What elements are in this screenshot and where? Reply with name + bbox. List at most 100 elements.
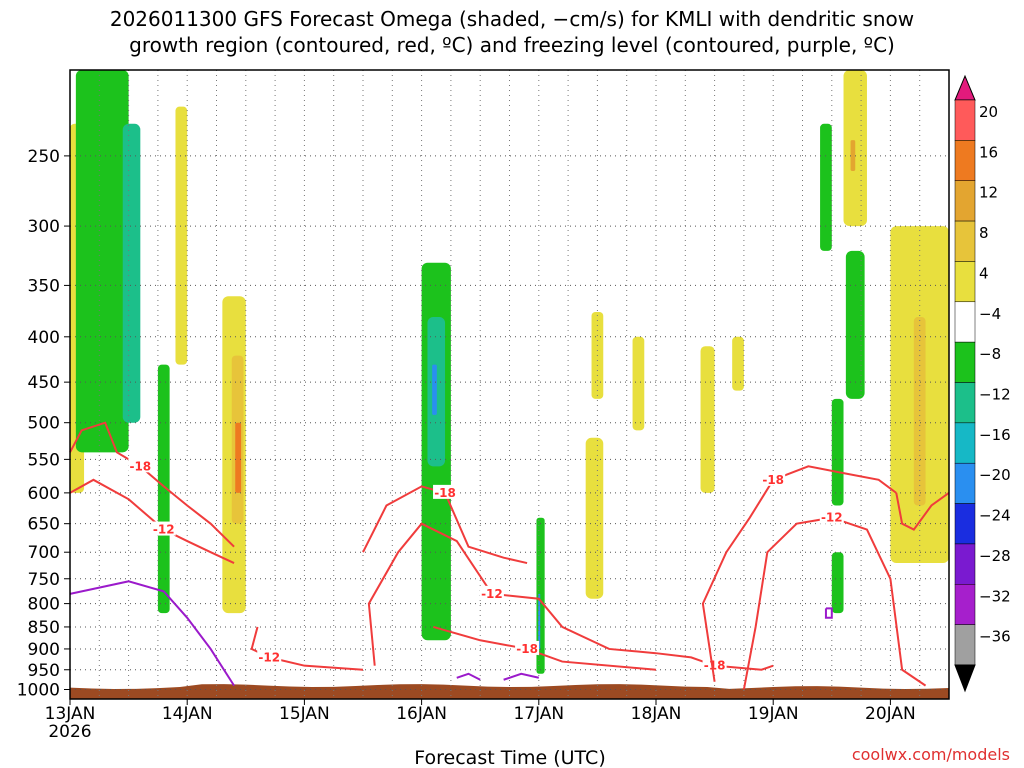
- chart-title-line-2: growth region (contoured, red, ºC) and f…: [129, 33, 895, 57]
- dgz-contour-line: [367, 522, 657, 666]
- contour-label-bg: [151, 521, 176, 536]
- colorbar-label: −8: [979, 345, 1001, 363]
- contour-label: -12: [481, 587, 503, 601]
- contour-label: -18: [129, 459, 151, 473]
- plot-area: -18 -12 -12 -18 -12 -18 -18 -18 -12 250 300 350 400 4…: [17, 69, 950, 742]
- freezing-level-contour: [503, 672, 540, 681]
- chart-title-line-1: 2026011300 GFS Forecast Omega (shaded, −…: [110, 7, 914, 31]
- colorbar-label: 12: [979, 184, 998, 202]
- dgz-contour-line: [895, 492, 950, 531]
- colorbar-swatch: [954, 261, 976, 303]
- x-tick-label: 18JAN: [631, 704, 682, 724]
- contour-label-bg: [257, 649, 282, 664]
- freezing-level-contour: [824, 607, 833, 619]
- colorbar-label: −28: [979, 547, 1011, 565]
- omega-shade-cell: [913, 317, 926, 506]
- y-tick-label: 350: [28, 276, 60, 296]
- plot-background: [70, 70, 949, 699]
- contour-label: -12: [258, 650, 280, 664]
- contour-label: -18: [516, 642, 538, 656]
- colorbar-swatch: [954, 220, 976, 262]
- colorbar-swatch: [954, 584, 976, 625]
- colorbar-swatch: [954, 422, 976, 464]
- y-tick-label: 600: [28, 484, 60, 504]
- y-tick-label: 800: [28, 595, 60, 615]
- colorbar-bottom-arrow: [954, 664, 976, 693]
- y-tick-label: 750: [28, 570, 60, 590]
- contour-label: -18: [704, 659, 726, 673]
- y-tick-label: 300: [28, 217, 60, 237]
- colorbar-swatch: [954, 301, 976, 343]
- contour-label-bg: [479, 585, 504, 600]
- colorbar-label: −20: [979, 466, 1011, 484]
- omega-shade-cell: [820, 123, 832, 251]
- colorbar-label: −4: [979, 305, 1001, 323]
- contour-label: -18: [762, 473, 784, 487]
- colorbar-swatch: [954, 543, 976, 585]
- x-tick-year-label: 2026: [48, 722, 91, 742]
- colorbar-top-arrow: [954, 74, 976, 101]
- colorbar-swatch: [954, 140, 976, 181]
- omega-shade-cell: [235, 422, 242, 493]
- x-tick-label: 17JAN: [513, 704, 564, 724]
- omega-shade-cell: [845, 250, 865, 399]
- omega-shade-cell: [831, 552, 844, 614]
- omega-shade-cell: [122, 123, 141, 423]
- contour-label: -12: [821, 511, 843, 525]
- colorbar-label: 16: [979, 143, 998, 161]
- colorbar-swatch: [954, 99, 976, 141]
- x-tick-label: 20JAN: [865, 704, 916, 724]
- y-tick-label: 900: [28, 640, 60, 660]
- colorbar-swatch: [954, 503, 976, 545]
- omega-shade-cell: [632, 336, 645, 431]
- omega-shade-cell: [292, 250, 299, 318]
- credit-text: coolwx.com/models: [852, 745, 1010, 764]
- contour-label-bg: [433, 484, 458, 499]
- colorbar-label: −36: [979, 628, 1011, 646]
- x-tick-label: 16JAN: [396, 704, 447, 724]
- contour-label-bg: [128, 458, 153, 473]
- contour-label: -12: [153, 523, 175, 537]
- colorbar-swatch: [954, 462, 976, 504]
- x-tick-label: 14JAN: [162, 704, 213, 724]
- colorbar-label: −24: [979, 507, 1011, 525]
- omega-shade-cell: [432, 364, 437, 415]
- colorbar-swatch: [954, 341, 976, 383]
- y-tick-label: 700: [28, 543, 60, 563]
- terrain-surface: [70, 684, 949, 699]
- colorbar-label: 20: [979, 103, 998, 121]
- colorbar-swatch: [954, 180, 976, 222]
- colorbar-label: 8: [979, 224, 989, 242]
- contour-label: -18: [434, 486, 456, 500]
- freezing-level-contour: [456, 672, 481, 681]
- omega-shade-cell: [175, 106, 188, 365]
- omega-shade-cell: [157, 364, 170, 614]
- colorbar-label: 4: [979, 264, 989, 282]
- omega-shade-cell: [585, 437, 604, 599]
- omega-shade-cell: [75, 70, 129, 453]
- omega-shade-cell: [850, 140, 856, 171]
- contour-label-bg: [515, 640, 540, 655]
- plot-border: [69, 69, 950, 700]
- y-tick-label: 650: [28, 515, 60, 535]
- y-tick-label: 850: [28, 618, 60, 638]
- freezing-level-contour: [69, 580, 235, 687]
- contour-label-bg: [761, 471, 786, 486]
- omega-shade-cell: [732, 336, 744, 391]
- contour-label-bg: [702, 657, 727, 672]
- omega-shade-cell: [831, 398, 844, 506]
- x-tick-label: 13JAN: [45, 704, 96, 724]
- contour-label-bg: [819, 509, 844, 524]
- x-axis-label: Forecast Time (UTC): [414, 747, 605, 768]
- y-tick-label: 500: [28, 414, 60, 434]
- x-tick-label: 15JAN: [279, 704, 330, 724]
- colorbar-swatch: [954, 382, 976, 424]
- colorbar-label: −16: [979, 426, 1011, 444]
- x-tick-label: 19JAN: [748, 704, 799, 724]
- y-tick-label: 450: [28, 373, 60, 393]
- colorbar-swatch: [954, 624, 976, 666]
- y-tick-label: 1000: [17, 680, 60, 700]
- y-tick-label: 400: [28, 328, 60, 348]
- colorbar: 20 16 12 8 4 −4 −8 −12 −16 −20 −24 −28 −32 −36: [954, 74, 1011, 693]
